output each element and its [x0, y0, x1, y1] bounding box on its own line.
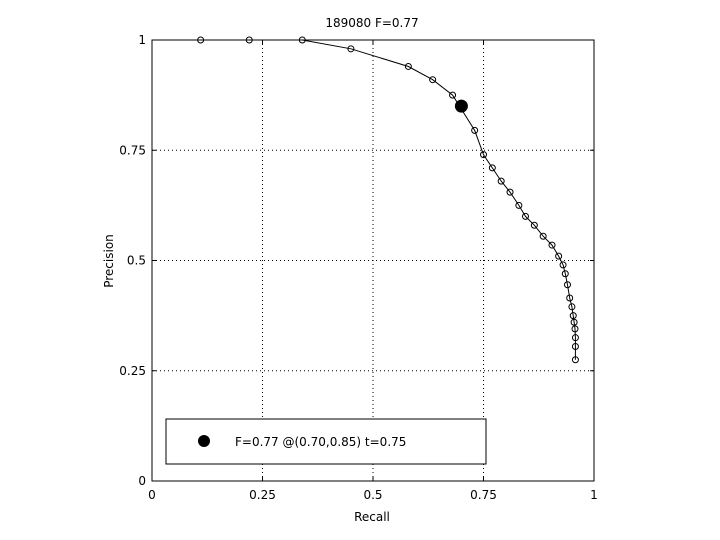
grid-lines: [152, 40, 594, 481]
tick-marks: [151, 39, 595, 482]
x-tick-labels: 0 0.25 0.5 0.75 1: [148, 488, 598, 502]
x-tick-label: 0: [148, 488, 156, 502]
x-tick-label: 0.5: [363, 488, 382, 502]
y-tick-labels: 0 0.25 0.5 0.75 1: [119, 33, 146, 488]
curve-point: [298, 36, 306, 44]
curve-point: [429, 76, 437, 84]
curve-point: [471, 126, 479, 134]
curve-point: [506, 188, 514, 196]
pr-curve-markers: [197, 36, 579, 364]
best-f-point: [454, 99, 468, 113]
curve-point: [561, 270, 569, 278]
curve-point: [449, 91, 457, 99]
curve-point: [197, 36, 205, 44]
curve-point: [563, 281, 571, 289]
curve-point: [548, 241, 556, 249]
x-tick-label: 0.75: [470, 488, 497, 502]
curve-point: [497, 177, 505, 185]
y-tick-label: 0.75: [119, 143, 146, 157]
curve-point: [488, 164, 496, 172]
curve-point: [555, 252, 563, 260]
curve-point: [570, 318, 578, 326]
y-tick-label: 0: [138, 474, 146, 488]
pr-curve-line: [200, 39, 576, 360]
x-tick-label: 0.25: [249, 488, 276, 502]
curve-point: [539, 232, 547, 240]
curve-point: [571, 356, 579, 364]
curve-point: [515, 201, 523, 209]
y-tick-label: 0.25: [119, 364, 146, 378]
curve-point: [569, 312, 577, 320]
y-axis-label: Precision: [102, 234, 116, 288]
curve-point: [521, 212, 529, 220]
curve-point: [566, 294, 574, 302]
curve-point: [347, 45, 355, 53]
legend-label: F=0.77 @(0.70,0.85) t=0.75: [235, 435, 406, 449]
y-tick-label: 1: [138, 33, 146, 47]
curve-point: [568, 303, 576, 311]
curve-point: [245, 36, 253, 44]
curve-point: [530, 221, 538, 229]
curve-point: [404, 62, 412, 70]
curve-point: [571, 325, 579, 333]
legend-frame: [165, 418, 487, 465]
x-tick-label: 1: [590, 488, 598, 502]
legend-marker: [198, 435, 210, 447]
curve-point: [571, 334, 579, 342]
y-tick-label: 0.5: [127, 254, 146, 268]
legend-box: F=0.77 @(0.70,0.85) t=0.75: [165, 418, 487, 465]
curve-point: [480, 151, 487, 159]
x-axis-label: Recall: [354, 510, 390, 524]
chart-title: 189080 F=0.77: [325, 16, 418, 30]
curve-point: [559, 261, 567, 269]
curve-point: [571, 342, 579, 350]
